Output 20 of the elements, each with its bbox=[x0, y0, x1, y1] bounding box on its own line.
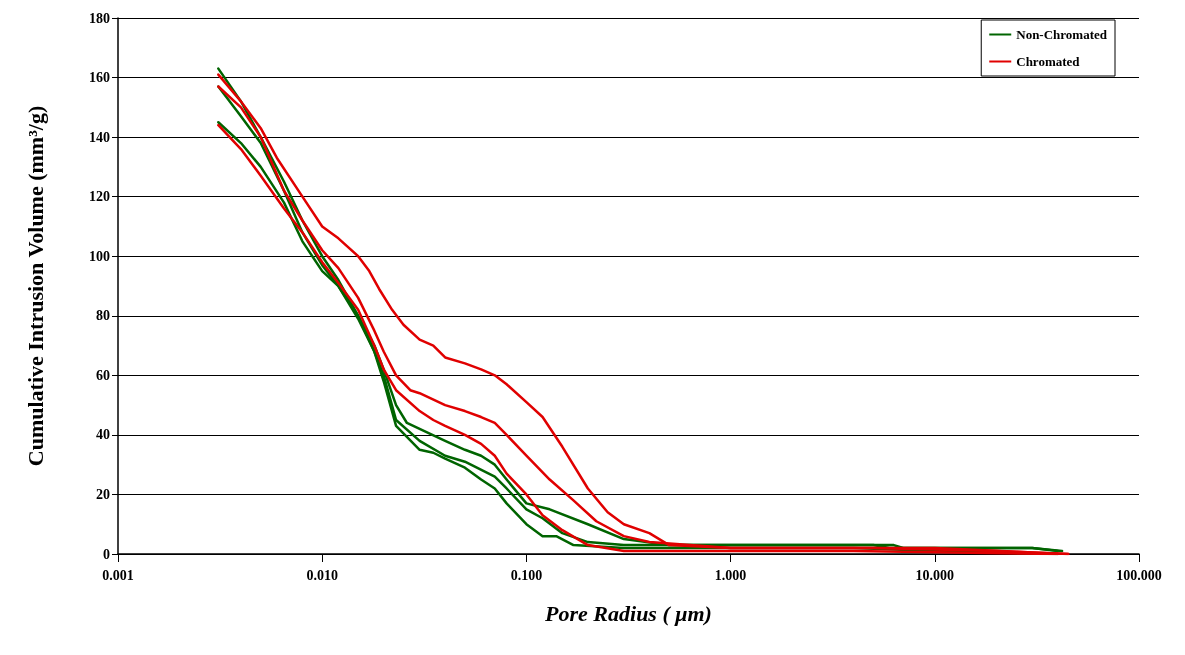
y-axis-title: Cumulative Intrusion Volume (mm³/g) bbox=[22, 105, 48, 467]
y-tick-label: 80 bbox=[96, 308, 110, 324]
x-tick-label: 10.000 bbox=[915, 567, 955, 583]
y-tick-label: 140 bbox=[89, 129, 110, 145]
y-tick-label: 180 bbox=[89, 10, 110, 26]
x-tick-label: 100.000 bbox=[1116, 567, 1162, 583]
x-tick-label: 0.010 bbox=[306, 567, 338, 583]
y-tick-label: 100 bbox=[89, 248, 110, 264]
legend-label: Non-Chromated bbox=[1016, 27, 1108, 42]
x-axis-title: Pore Radius ( μm) bbox=[544, 600, 712, 626]
legend-label: Chromated bbox=[1016, 54, 1081, 69]
y-tick-label: 0 bbox=[103, 546, 110, 562]
y-tick-label: 160 bbox=[89, 70, 110, 86]
y-tick-label: 20 bbox=[96, 486, 110, 502]
x-tick-label: 1.000 bbox=[714, 567, 747, 583]
y-tick-label: 60 bbox=[96, 367, 110, 383]
y-tick-label: 120 bbox=[89, 189, 110, 205]
x-tick-label: 0.001 bbox=[102, 567, 134, 583]
x-tick-label: 0.100 bbox=[510, 567, 543, 583]
y-tick-label: 40 bbox=[96, 427, 110, 443]
